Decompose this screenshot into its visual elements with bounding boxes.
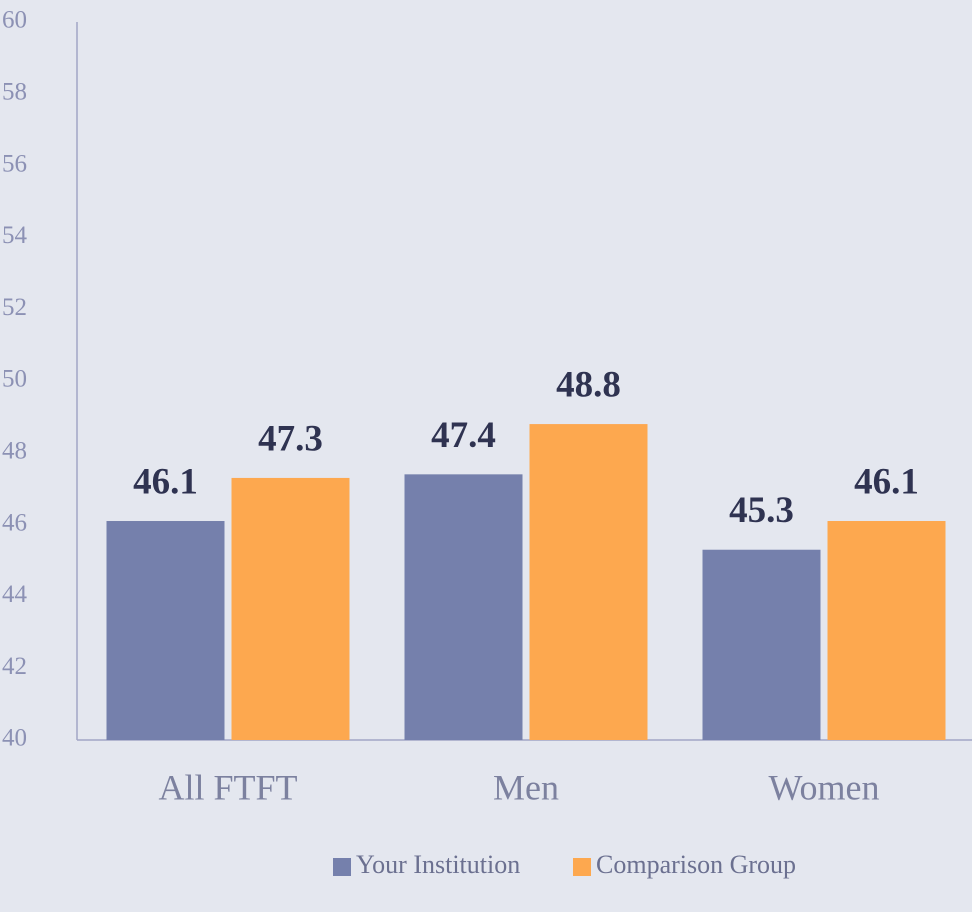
- value-label: 45.3: [729, 490, 794, 531]
- x-tick-label: Men: [493, 767, 559, 807]
- x-tick-label: All FTFT: [158, 767, 297, 807]
- y-tick-label: 60: [2, 7, 27, 34]
- y-tick-label: 46: [2, 509, 27, 536]
- value-label: 47.3: [258, 418, 323, 459]
- value-label: 46.1: [133, 461, 198, 502]
- x-tick-label: Women: [768, 767, 879, 807]
- legend-label: Comparison Group: [596, 850, 796, 879]
- bar: [529, 424, 648, 740]
- value-label: 47.4: [431, 415, 496, 456]
- bar: [827, 521, 946, 740]
- bar: [404, 474, 523, 740]
- y-tick-label: 58: [2, 79, 27, 106]
- legend-swatch: [333, 858, 351, 876]
- y-tick-label: 50: [2, 366, 27, 393]
- bar: [231, 477, 350, 740]
- y-tick-label: 54: [2, 222, 28, 249]
- y-tick-label: 48: [2, 438, 27, 465]
- y-tick-label: 44: [2, 581, 28, 608]
- y-tick-label: 42: [2, 653, 27, 680]
- y-tick-label: 56: [2, 150, 27, 177]
- value-label: 48.8: [556, 365, 621, 406]
- y-tick-label: 40: [2, 725, 27, 752]
- bar: [106, 521, 225, 740]
- legend-label: Your Institution: [356, 850, 520, 879]
- value-label: 46.1: [854, 461, 919, 502]
- y-tick-label: 52: [2, 294, 27, 321]
- bar: [702, 549, 821, 740]
- legend-swatch: [573, 858, 591, 876]
